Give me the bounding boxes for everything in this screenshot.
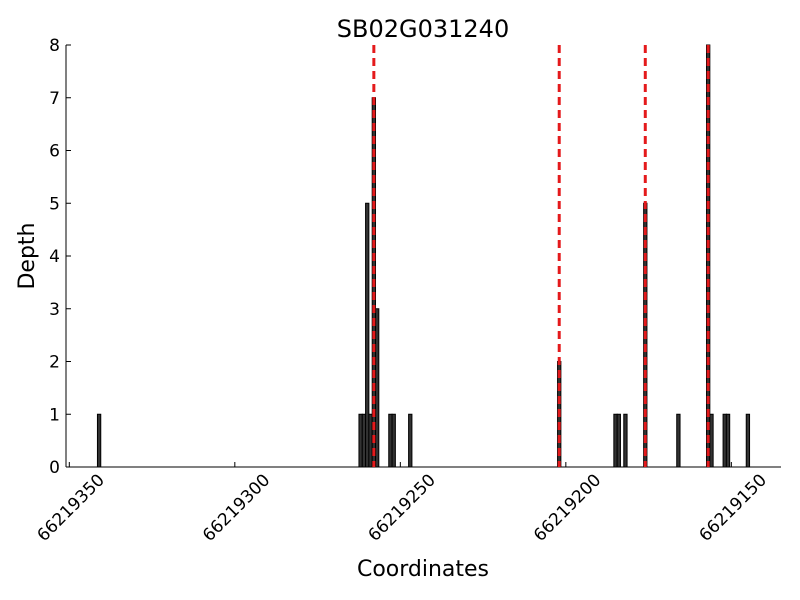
bar [391, 413, 396, 468]
y-tick-label: 4 [49, 247, 60, 267]
bar [365, 202, 370, 468]
x-tick-label: 66219200 [530, 470, 605, 545]
x-tick-label: 66219350 [34, 470, 109, 545]
bar [408, 413, 413, 468]
y-tick-label: 8 [49, 36, 60, 56]
y-tick-label: 6 [49, 142, 60, 162]
bar [616, 413, 621, 468]
y-tick-label: 3 [49, 300, 60, 320]
bar [676, 413, 681, 468]
bar [375, 308, 380, 468]
y-tick-label: 7 [49, 89, 60, 109]
y-tick-label: 2 [49, 353, 60, 373]
x-axis-label: Coordinates [357, 557, 489, 582]
bar [725, 413, 731, 468]
y-tick-label: 1 [49, 405, 60, 425]
y-tick-label: 5 [49, 194, 60, 214]
x-tick-label: 66219250 [365, 470, 440, 545]
y-tick-label: 0 [49, 458, 60, 478]
bar [745, 413, 751, 468]
x-tick-label: 66219150 [696, 470, 771, 545]
bar [623, 413, 628, 468]
chart-title: SB02G031240 [337, 15, 509, 43]
y-axis-label: Depth [15, 222, 40, 289]
x-tick-label: 66219300 [199, 470, 274, 545]
bar [709, 413, 714, 468]
bar [96, 413, 102, 468]
